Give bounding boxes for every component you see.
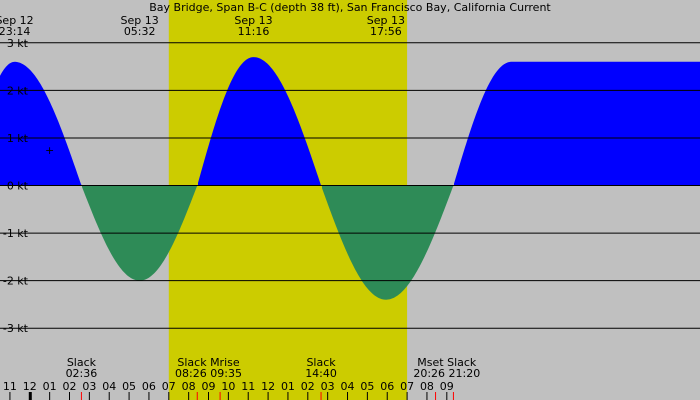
y-tick-label-layer: 3 kt 2 kt 1 kt 0 kt -1 kt -2 kt -3 kt bbox=[3, 37, 29, 335]
y-tick-label: 0 kt bbox=[7, 180, 29, 193]
hour-tick-label: 11 bbox=[241, 380, 255, 393]
hour-tick-label: 05 bbox=[122, 380, 136, 393]
hour-tick-label: 02 bbox=[63, 380, 77, 393]
bottom-event-label: Mset Slack bbox=[417, 356, 477, 369]
y-tick-label: -2 kt bbox=[3, 275, 29, 288]
flood-current-area bbox=[198, 57, 322, 186]
y-tick-label: 1 kt bbox=[7, 132, 29, 145]
hour-tick-label: 11 bbox=[3, 380, 17, 393]
y-tick-label: -1 kt bbox=[3, 227, 29, 240]
hour-tick-label: 08 bbox=[182, 380, 196, 393]
ebb-current-area bbox=[322, 185, 454, 300]
hour-tick-label: 07 bbox=[400, 380, 414, 393]
chart-title: Bay Bridge, Span B-C (depth 38 ft), San … bbox=[149, 1, 551, 14]
y-tick-label: -3 kt bbox=[3, 322, 29, 335]
bottom-event-time: 02:36 bbox=[66, 367, 98, 380]
hour-tick-label: 08 bbox=[420, 380, 434, 393]
hour-tick-label: 01 bbox=[43, 380, 57, 393]
hour-axis-layer: 11 12 01 02 03 04 05 06 07 08 09 10 11 12 01 02 03 04 05 06… bbox=[3, 380, 454, 400]
y-tick-label: 2 kt bbox=[7, 84, 29, 97]
hour-tick-label: 02 bbox=[301, 380, 315, 393]
current-area-layer bbox=[0, 57, 700, 300]
hour-tick-label: 05 bbox=[360, 380, 374, 393]
hour-tick-label: 03 bbox=[321, 380, 335, 393]
hour-tick-label: 04 bbox=[341, 380, 355, 393]
top-time-label: 11:16 bbox=[238, 25, 270, 38]
plus-marker: + bbox=[45, 144, 54, 157]
hour-tick-label: 03 bbox=[82, 380, 96, 393]
top-time-label: 17:56 bbox=[370, 25, 402, 38]
top-time-label: 05:32 bbox=[124, 25, 156, 38]
gridline-layer bbox=[0, 42, 700, 329]
hour-tick-label: 09 bbox=[202, 380, 216, 393]
y-tick-label: 3 kt bbox=[7, 37, 29, 50]
hour-tick-label: 12 bbox=[23, 380, 37, 393]
hour-tick-label: 10 bbox=[221, 380, 235, 393]
hour-tick-label: 01 bbox=[281, 380, 295, 393]
marker-layer: + bbox=[45, 144, 54, 157]
hour-tick-label: 04 bbox=[102, 380, 116, 393]
top-date-label: Sep 12 bbox=[0, 14, 34, 27]
bottom-event-time: 08:26 09:35 bbox=[175, 367, 242, 380]
bottom-event-label: Slack bbox=[67, 356, 97, 369]
bottom-event-label: Slack Mrise bbox=[177, 356, 239, 369]
hour-tick-label: 06 bbox=[142, 380, 156, 393]
hour-tick-label: 09 bbox=[440, 380, 454, 393]
flood-current-area bbox=[454, 61, 700, 186]
hour-tick-label: 12 bbox=[261, 380, 275, 393]
flood-current-area bbox=[0, 61, 82, 186]
hour-tick-label: 07 bbox=[162, 380, 176, 393]
midnight-tick bbox=[28, 392, 32, 400]
top-date-label: Sep 13 bbox=[121, 14, 159, 27]
top-date-label: Sep 13 bbox=[367, 14, 405, 27]
bottom-event-time: 14:40 bbox=[305, 367, 337, 380]
top-date-label: Sep 13 bbox=[234, 14, 272, 27]
top-time-label: 23:14 bbox=[0, 25, 30, 38]
hour-tick-label: 06 bbox=[380, 380, 394, 393]
bottom-event-label: Slack bbox=[306, 356, 336, 369]
bottom-event-time: 20:26 21:20 bbox=[413, 367, 480, 380]
